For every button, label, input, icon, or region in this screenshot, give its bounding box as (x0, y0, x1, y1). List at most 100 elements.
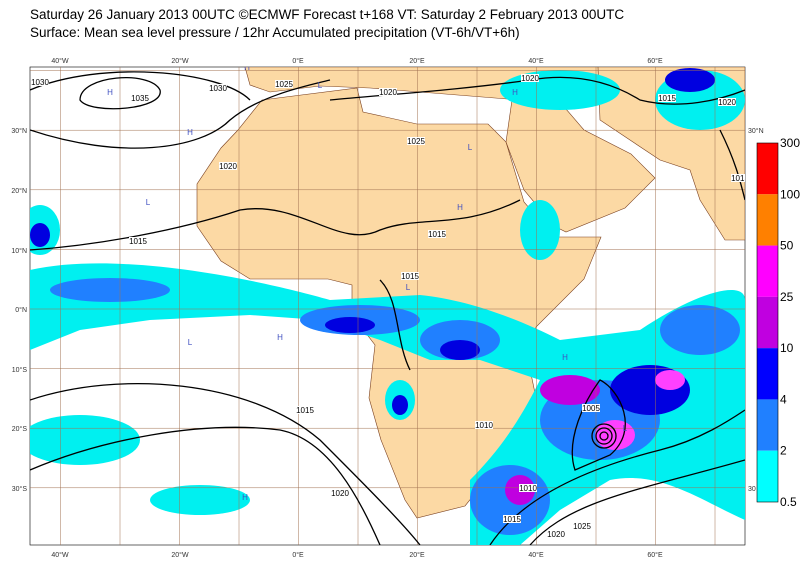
isobar-label-bg (547, 530, 565, 538)
lat-label-left: 20°N (11, 187, 27, 195)
colorbar-segment (757, 348, 778, 400)
isobar-label-bg (573, 522, 591, 530)
colorbar-segment (757, 450, 778, 502)
lon-label-bottom: 20°E (409, 551, 425, 559)
isobar-label: 1020 (718, 98, 736, 107)
lon-label-top: 40°E (528, 57, 544, 65)
lat-label-left: 30°N (11, 127, 27, 135)
isobar-label-bg (129, 237, 147, 245)
colorbar-segment (757, 194, 778, 246)
isobar-label-bg (658, 94, 676, 102)
isobar-label: 1020 (219, 162, 237, 171)
lon-label-bottom: 60°E (647, 551, 663, 559)
colorbar-label: 25 (780, 290, 794, 304)
isobar-label-bg (219, 162, 237, 170)
colorbar-segment (757, 245, 778, 297)
pressure-centre: H (457, 203, 463, 212)
isobar-label-bg (209, 84, 227, 92)
lat-label-left: 10°S (12, 366, 28, 374)
isobar-label-bg (401, 272, 419, 280)
isobar-label-bg (718, 98, 736, 106)
pressure-centres: H H H L L H L H L H L H L H (107, 63, 628, 502)
isobar-label: 1015 (503, 515, 521, 524)
lat-label-right: 30 (748, 486, 756, 493)
colorbar-label: 10 (780, 341, 794, 355)
isobar-label-bg (296, 406, 314, 414)
isobar-label: 1025 (275, 80, 293, 89)
isobar-label: 1020 (521, 74, 539, 83)
colorbar-segment (757, 399, 778, 451)
isobar-label: 1015 (296, 406, 314, 415)
isobar-label: 1020 (379, 88, 397, 97)
isobar-label: 1015 (731, 174, 749, 183)
isobar-label: 1030 (31, 78, 49, 87)
isobar-label-bg (582, 404, 600, 412)
colorbar-segment (757, 296, 778, 349)
lat-label-left: 0°N (15, 306, 27, 314)
isobar-label-bg (503, 515, 521, 523)
isobar-label-bg (131, 94, 149, 102)
title-line-2: Surface: Mean sea level pressure / 12hr … (30, 25, 520, 40)
isobar-label: 1020 (547, 530, 565, 539)
pressure-centre: H (242, 493, 248, 502)
isobar-label: 1015 (401, 272, 419, 281)
colorbar-segment (757, 143, 778, 195)
isobar-label: 1035 (131, 94, 149, 103)
pressure-centre: H (277, 333, 283, 342)
lat-label-left: 10°N (11, 247, 27, 255)
lon-label-top: 40°W (51, 57, 69, 65)
pressure-centre: L (188, 338, 193, 347)
lon-label-bottom: 0°E (292, 551, 304, 559)
lon-label-top: 0°E (292, 57, 304, 65)
isobar-label: 1010 (475, 421, 493, 430)
isobar-label: 1030 (209, 84, 227, 93)
isobar-label: 1025 (407, 137, 425, 146)
colorbar-label: 300 (780, 136, 800, 150)
isobar-label-bg (407, 137, 425, 145)
lon-label-bottom: 40°E (528, 551, 544, 559)
pressure-centre: H (187, 128, 193, 137)
pressure-centre: H (244, 63, 250, 72)
lon-label-top: 20°W (171, 57, 189, 65)
title-line-1: Saturday 26 January 2013 00UTC ©ECMWF Fo… (30, 7, 624, 22)
isobar-label-bg (475, 421, 493, 429)
map-body: 1030 1035 1030 1025 1020 1020 1015 1020 1025 1020… (30, 63, 749, 545)
colorbar-label: 50 (780, 239, 794, 253)
isobar-labels: 1030 1035 1030 1025 1020 1020 1015 1020 1025 1020… (31, 74, 749, 539)
colorbar-border (756, 142, 779, 503)
graticule (30, 67, 745, 545)
isobar-label: 1020 (331, 489, 349, 498)
precipitation (30, 68, 745, 545)
isobar-label-bg (428, 230, 446, 238)
pressure-centre: L (318, 81, 323, 90)
pressure-centre: L (146, 198, 151, 207)
lon-label-bottom: 40°W (51, 551, 69, 559)
isobar-label: 1015 (658, 94, 676, 103)
isobar-label-bg (521, 74, 539, 82)
isobar-label-bg (731, 174, 745, 182)
lon-label-top: 20°E (409, 57, 425, 65)
lon-label-bottom: 20°W (171, 551, 189, 559)
isobar-label: 1005 (582, 404, 600, 413)
lon-label-top: 60°E (647, 57, 663, 65)
isobar-label-bg (331, 489, 349, 497)
isobar-label-bg (275, 80, 293, 88)
isobars (30, 71, 745, 545)
axis-labels: 40°W 40°W 20°W 20°W 0°E 0°E 20°E 20°E 40°E 40°E 60… (11, 57, 763, 559)
colorbar-label: 100 (780, 187, 800, 201)
colorbar-label: 2 (780, 444, 787, 458)
colorbar-label: 4 (780, 392, 787, 406)
pressure-centre: H (562, 353, 568, 362)
pressure-centre: L (468, 143, 473, 152)
isobar-label: 1015 (129, 237, 147, 246)
isobar-label-bg (519, 484, 537, 492)
isobar-label: 1025 (573, 522, 591, 531)
colorbar: 300 100 50 25 10 4 2 0.5 (756, 136, 800, 509)
isobar-label: 1010 (519, 484, 537, 493)
isobar-label-bg (379, 88, 397, 96)
isobar-label-bg (31, 78, 49, 86)
pressure-centre: H (107, 88, 113, 97)
pressure-centre: H (512, 88, 518, 97)
lat-label-right: 30°N (748, 127, 764, 135)
